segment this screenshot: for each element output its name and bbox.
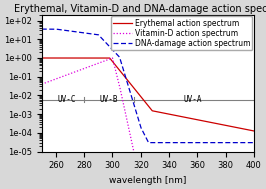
Vitamin-D action spectrum [51,79,54,81]
Vitamin-D action spectrum [111,57,114,59]
Erythemal action spectrum [246,129,249,131]
DNA-damage action spectrum [207,142,211,144]
DNA-damage action spectrum [138,121,141,124]
X-axis label: wavelength [nm]: wavelength [nm] [109,176,186,185]
Vitamin-D action spectrum [138,173,141,175]
DNA-damage action spectrum [246,142,250,144]
Legend: Erythemal action spectrum, Vitamin-D action spectrum, DNA-damage action spectrum: Erythemal action spectrum, Vitamin-D act… [111,16,252,50]
DNA-damage action spectrum [143,134,147,137]
DNA-damage action spectrum [246,142,250,144]
Line: Erythemal action spectrum: Erythemal action spectrum [42,58,254,131]
Erythemal action spectrum [138,94,141,96]
Erythemal action spectrum [246,129,250,131]
Text: UV-B: UV-B [99,95,118,104]
Erythemal action spectrum [51,57,54,59]
Text: UV-C: UV-C [58,95,77,104]
Title: Erythemal, Vitamin-D and DNA-damage action spectra: Erythemal, Vitamin-D and DNA-damage acti… [14,4,266,14]
DNA-damage action spectrum [252,142,256,144]
Erythemal action spectrum [143,101,147,103]
Text: UV-A: UV-A [184,95,202,104]
Erythemal action spectrum [207,121,210,123]
Line: Vitamin-D action spectrum: Vitamin-D action spectrum [42,58,254,189]
DNA-damage action spectrum [40,28,43,30]
Vitamin-D action spectrum [40,83,43,85]
Line: DNA-damage action spectrum: DNA-damage action spectrum [42,29,254,143]
Erythemal action spectrum [40,57,43,59]
DNA-damage action spectrum [51,28,54,30]
DNA-damage action spectrum [147,142,150,144]
Erythemal action spectrum [252,130,256,132]
